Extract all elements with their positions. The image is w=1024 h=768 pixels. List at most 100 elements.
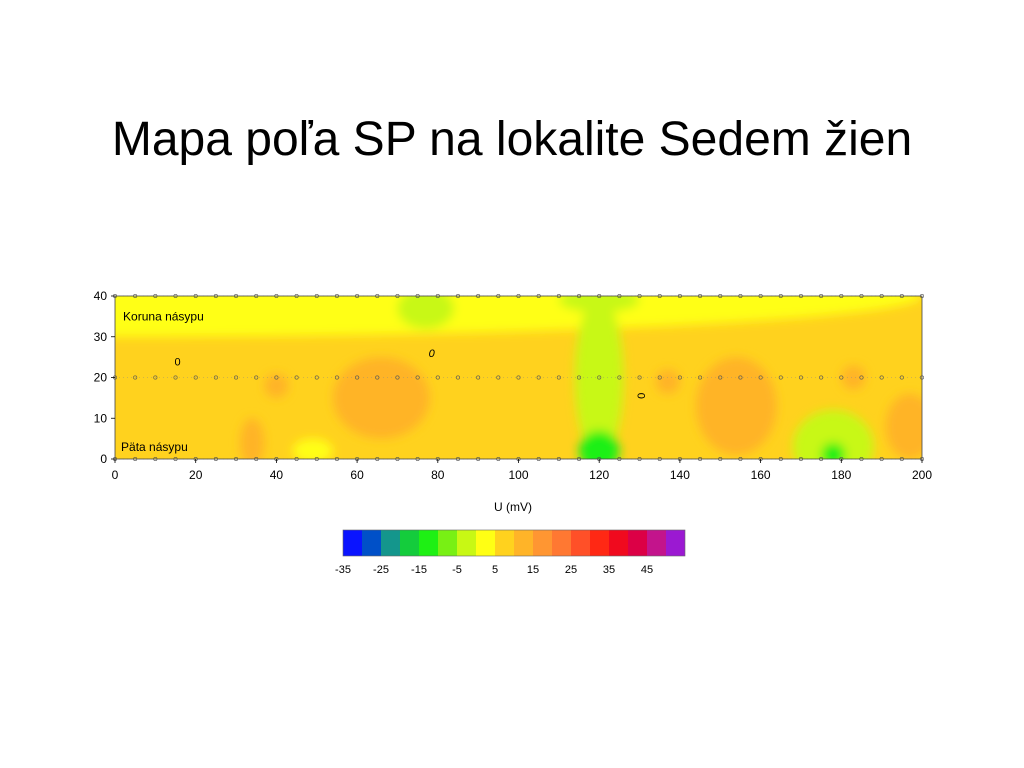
contour-label: 0 xyxy=(174,356,180,368)
colorbar-swatch xyxy=(362,530,381,556)
measurement-point xyxy=(718,375,723,380)
measurement-point xyxy=(839,375,844,380)
measurement-point xyxy=(213,375,218,380)
field-blob xyxy=(264,373,289,398)
y-tick-label: 20 xyxy=(94,371,108,385)
colorbar-swatch xyxy=(647,530,666,556)
area-annotation: Päta násypu xyxy=(121,440,188,454)
colorbar-label: 15 xyxy=(527,564,539,576)
x-tick-label: 60 xyxy=(350,468,364,482)
colorbar-swatch xyxy=(552,530,571,556)
measurement-point xyxy=(819,375,824,380)
field-blob xyxy=(558,296,640,313)
measurement-point xyxy=(798,375,803,380)
measurement-point xyxy=(395,375,400,380)
colorbar-swatch xyxy=(609,530,628,556)
colorbar-label: -5 xyxy=(452,564,462,576)
measurement-point xyxy=(415,375,420,380)
measurement-point xyxy=(556,375,561,380)
y-tick-label: 0 xyxy=(100,452,107,466)
annotations: Koruna násypu Päta násypu 0 0 0 xyxy=(121,309,646,453)
y-tick-label: 40 xyxy=(94,289,108,303)
measurement-point xyxy=(375,375,380,380)
colorbar-swatch xyxy=(400,530,419,556)
measurement-point xyxy=(254,375,259,380)
colorbar-label: 45 xyxy=(641,564,653,576)
measurement-point xyxy=(698,375,703,380)
measurement-point xyxy=(677,375,682,380)
colorbar-swatch xyxy=(628,530,647,556)
x-tick-label: 80 xyxy=(431,468,445,482)
measurement-point xyxy=(355,375,360,380)
field-blob xyxy=(792,410,874,459)
colorbar-label: -15 xyxy=(411,564,427,576)
measurement-point xyxy=(294,375,299,380)
colorbar-label: 25 xyxy=(565,564,577,576)
measurement-point xyxy=(536,375,541,380)
field-blob xyxy=(240,418,265,459)
x-tick-label: 180 xyxy=(831,468,851,482)
contour-label: 0 xyxy=(635,393,647,399)
field-blob xyxy=(397,296,454,329)
measurement-point xyxy=(133,375,138,380)
y-axis: 0 10 20 30 40 xyxy=(94,289,115,466)
colorbar-swatch xyxy=(533,530,552,556)
colorbar-label: 5 xyxy=(492,564,498,576)
measurement-point xyxy=(637,375,642,380)
colorbar-swatch xyxy=(438,530,457,556)
measurement-point xyxy=(899,375,904,380)
field-blob xyxy=(115,296,922,337)
x-tick-label: 200 xyxy=(912,468,932,482)
colorbar-swatch xyxy=(666,530,685,556)
colorbar-swatch xyxy=(476,530,495,556)
slide-title: Mapa poľa SP na lokalite Sedem žien xyxy=(111,113,913,166)
colorbar-swatch xyxy=(457,530,476,556)
field-blob xyxy=(332,357,430,439)
colorbar-swatch xyxy=(571,530,590,556)
measurement-point xyxy=(274,375,279,380)
field-blob xyxy=(579,430,620,459)
x-tick-label: 140 xyxy=(670,468,690,482)
measurement-point xyxy=(778,375,783,380)
measurement-point xyxy=(879,375,884,380)
field-blob xyxy=(292,438,333,459)
measurement-point xyxy=(657,375,662,380)
measurement-point xyxy=(476,375,481,380)
measurement-point xyxy=(334,375,339,380)
measurement-point xyxy=(435,375,440,380)
x-tick-label: 100 xyxy=(508,468,528,482)
colorbar-label: -25 xyxy=(373,564,389,576)
field-blob xyxy=(655,369,680,394)
colorbar-title: U (mV) xyxy=(494,500,532,514)
colorbar-label: 35 xyxy=(603,564,615,576)
x-tick-label: 0 xyxy=(112,468,119,482)
area-annotation: Koruna násypu xyxy=(123,309,204,323)
measurement-point xyxy=(314,375,319,380)
field-blob xyxy=(821,442,846,459)
field-blob xyxy=(885,393,922,459)
colorbar-swatch xyxy=(419,530,438,556)
x-tick-label: 120 xyxy=(589,468,609,482)
measurement-point xyxy=(193,375,198,380)
colorbar: U (mV) -35 -25 -15 -5 5 15 25 35 45 xyxy=(335,500,686,576)
measurement-point xyxy=(516,375,521,380)
field-blob xyxy=(841,365,866,390)
y-tick-label: 10 xyxy=(94,411,108,425)
colorbar-swatch xyxy=(381,530,400,556)
measurement-point xyxy=(859,375,864,380)
colorbar-swatch xyxy=(590,530,609,556)
measurement-point xyxy=(758,375,763,380)
x-tick-label: 20 xyxy=(189,468,203,482)
x-tick-label: 40 xyxy=(270,468,284,482)
y-tick-label: 30 xyxy=(94,330,108,344)
x-tick-label: 160 xyxy=(751,468,771,482)
colorbar-swatch xyxy=(495,530,514,556)
measurement-point xyxy=(597,375,602,380)
measurement-point xyxy=(738,375,743,380)
field-blob xyxy=(696,357,777,455)
colorbar-swatch xyxy=(514,530,533,556)
measurement-point xyxy=(234,375,239,380)
measurement-point xyxy=(496,375,501,380)
measurement-point xyxy=(577,375,582,380)
